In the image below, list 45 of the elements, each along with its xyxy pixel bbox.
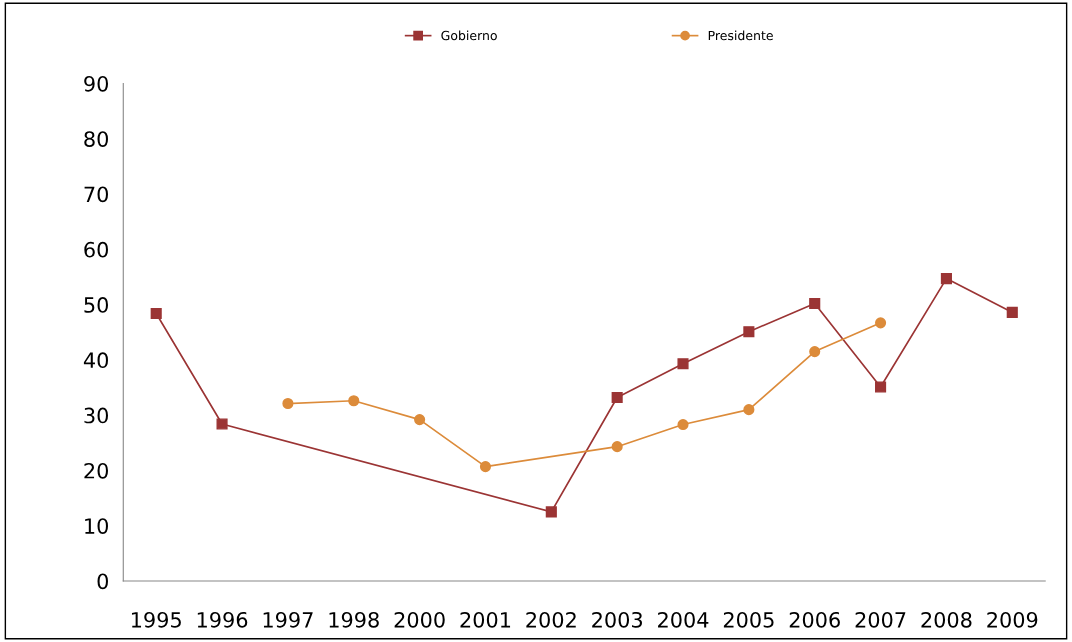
x-tick-label: 2000 — [394, 611, 445, 628]
y-tick-label: 20 — [84, 462, 109, 479]
x-tick-label: 2008 — [921, 611, 972, 628]
point — [282, 397, 294, 410]
x-tick-label: 2007 — [855, 611, 906, 628]
point — [809, 346, 821, 358]
point — [677, 419, 689, 431]
legend-label: Gobierno — [441, 30, 497, 41]
x-tick-label: 1996 — [197, 611, 248, 628]
point — [348, 395, 360, 407]
point — [743, 326, 755, 338]
x-tick-label: 2003 — [592, 611, 642, 628]
point — [940, 273, 952, 285]
x-tick-label: 2001 — [460, 611, 511, 628]
x-tick-label: 2005 — [723, 611, 774, 628]
x-tick-label: 2004 — [658, 611, 709, 628]
point — [414, 414, 426, 426]
x-tick-label: 2006 — [789, 611, 840, 628]
point — [1006, 306, 1018, 318]
point — [611, 441, 623, 453]
y-tick-label: 50 — [84, 297, 109, 313]
x-tick-label: 1997 — [263, 611, 313, 628]
y-tick-label: 60 — [84, 241, 109, 258]
point — [875, 381, 887, 393]
legend-label: Presidente — [708, 30, 773, 41]
y-tick-label: 70 — [84, 186, 109, 203]
y-tick-label: 30 — [84, 407, 109, 424]
point — [479, 461, 492, 473]
y-tick-label: 10 — [85, 518, 109, 534]
y-tick-label: 40 — [83, 352, 109, 369]
point — [677, 358, 689, 370]
point — [545, 506, 557, 518]
point — [150, 307, 162, 319]
x-tick-label: 2002 — [526, 611, 576, 628]
point — [875, 317, 887, 329]
point — [611, 391, 623, 404]
point — [743, 404, 755, 416]
point — [809, 297, 821, 310]
point — [216, 418, 228, 430]
y-tick-label: 80 — [84, 131, 109, 147]
x-tick-label: 1995 — [131, 611, 181, 628]
x-tick-label: 2009 — [987, 611, 1038, 628]
x-tick-label: 1998 — [329, 611, 379, 628]
y-tick-label: 0 — [97, 573, 109, 590]
y-tick-label: 90 — [84, 75, 109, 92]
